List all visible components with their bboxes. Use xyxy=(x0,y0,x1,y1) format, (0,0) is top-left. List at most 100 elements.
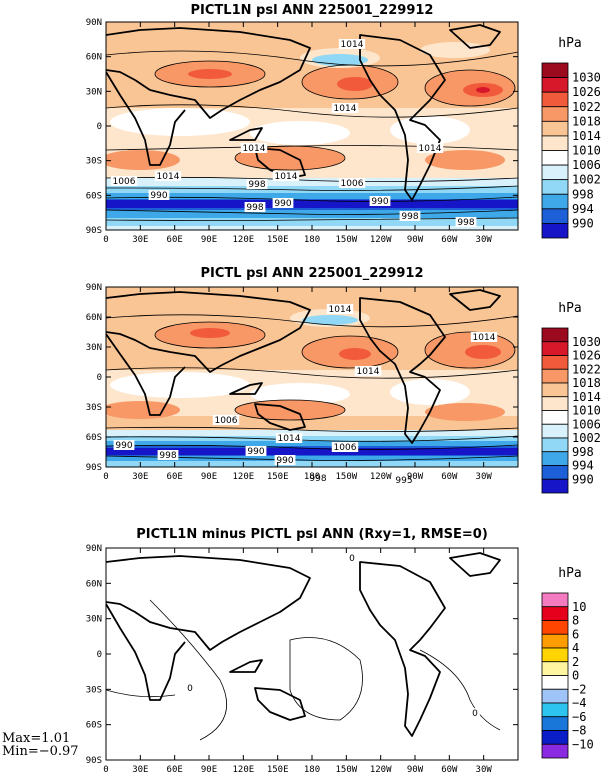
lat-tick-label: 90S xyxy=(86,463,102,473)
panel-2-lon-ticks: 0 30E 60E 90E 120E 150E 180 150W 120W 90W 60W 30W xyxy=(103,287,492,482)
contour-label: 0 xyxy=(472,709,478,719)
contour-label-bg xyxy=(307,473,329,483)
lon-tick-label: 30W xyxy=(476,765,493,775)
panel-1-lat-ticks: 90N 60N 30N 0 30S 60S 90S xyxy=(86,18,518,236)
colorbar-label: 1030 xyxy=(572,71,601,85)
colorbar-swatch xyxy=(541,382,569,398)
contour-label: 990 xyxy=(115,441,132,451)
lat-tick-label: 90N xyxy=(86,544,102,554)
panel-2-contour-labels: 1014 1014 1014 1006 990 998 990 1014 1006 990 998 9… xyxy=(113,304,498,486)
lon-tick-label: 120W xyxy=(370,765,392,775)
contour-label: 1014 xyxy=(334,104,357,114)
contour-label: 1014 xyxy=(473,333,496,343)
contour-label-bg xyxy=(331,442,359,452)
lon-tick-label: 60E xyxy=(167,765,183,775)
colorbar-label: 998 xyxy=(572,445,594,459)
colorbar-label: 0 xyxy=(572,669,579,683)
panel-2-title: PICTL psl ANN 225001_229912 xyxy=(201,266,424,281)
contour-label: 998 xyxy=(246,203,263,213)
colorbar-swatch xyxy=(541,675,569,690)
contour-label-bg xyxy=(212,415,240,425)
lon-tick-label: 180 xyxy=(304,472,320,482)
lon-tick-label: 90E xyxy=(201,235,217,245)
contour-label: 990 xyxy=(247,447,264,457)
lat-tick-label: 30S xyxy=(86,403,102,413)
contour-label: 998 xyxy=(457,218,474,228)
colorbar-swatch xyxy=(541,179,569,195)
lon-tick-label: 120E xyxy=(232,235,254,245)
panel-1-colorbar: 1030102610221018101410101006100299899499… xyxy=(541,62,601,239)
lon-tick-label: 60W xyxy=(441,765,458,775)
colorbar-swatch xyxy=(541,150,569,166)
panel-1-field xyxy=(106,22,518,230)
lon-tick-label: 150W xyxy=(335,765,357,775)
lon-tick-label: 150W xyxy=(335,472,357,482)
colorbar-label: 1006 xyxy=(572,158,601,172)
colorbar-swatch xyxy=(541,743,569,759)
contour-label-bg xyxy=(416,143,444,153)
colorbar-swatch xyxy=(541,223,569,239)
colorbar-swatch xyxy=(541,77,569,93)
lon-tick-label: 60E xyxy=(167,235,183,245)
colorbar-label: 1002 xyxy=(572,431,601,445)
panel-3-title: PICTL1N minus PICTL psl ANN (Rxy=1, RMSE… xyxy=(136,527,488,542)
lat-tick-label: 0 xyxy=(97,650,102,660)
contour-label-bg xyxy=(110,176,138,186)
lon-tick-label: 90W xyxy=(407,235,424,245)
colorbar-swatch xyxy=(541,120,569,137)
panel-3-contour-labels: 0 0 0 xyxy=(185,553,480,719)
contour-label-bg xyxy=(331,103,359,113)
colorbar-label: 1010 xyxy=(572,144,601,158)
lat-tick-label: 60S xyxy=(86,433,102,443)
colorbar-label: −4 xyxy=(572,696,586,710)
lon-tick-label: 60E xyxy=(167,472,183,482)
colorbar-label: 1026 xyxy=(572,85,601,99)
lon-tick-label: 30E xyxy=(132,472,148,482)
contour-label: 1014 xyxy=(275,172,298,182)
contour-label: 1014 xyxy=(329,305,352,315)
colorbar-label: 2 xyxy=(572,655,579,669)
contour-label: 998 xyxy=(309,474,326,484)
lat-tick-label: 60N xyxy=(86,313,102,323)
contour-label: 1014 xyxy=(357,367,380,377)
colorbar-swatch xyxy=(541,368,569,384)
lon-tick-label: 150E xyxy=(267,472,289,482)
panel-2-unit: hPa xyxy=(558,301,581,316)
lon-tick-label: 0 xyxy=(103,765,108,775)
colorbar-label: 1014 xyxy=(572,390,601,404)
lon-tick-label: 0 xyxy=(103,472,108,482)
contour-label: 998 xyxy=(159,451,176,461)
contour-label: 0 xyxy=(349,554,355,564)
contour-label: 1006 xyxy=(341,179,364,189)
lon-tick-label: 120E xyxy=(232,765,254,775)
colorbar-swatch xyxy=(541,688,569,704)
contour-label: 1014 xyxy=(419,144,442,154)
contour-label-bg xyxy=(154,171,182,181)
panel-3-min-stat: Min=−0.97 xyxy=(2,744,79,759)
colorbar-label: 6 xyxy=(572,627,579,641)
contour-label-bg xyxy=(470,332,498,342)
colorbar-label: 994 xyxy=(572,459,594,473)
contour-label: 998 xyxy=(401,212,418,222)
contour-label-bg xyxy=(272,198,294,208)
panel-1-contour-labels: 1014 1014 1014 1014 1006 1014 998 1014 990 998 990… xyxy=(110,39,477,228)
colorbar-label: 1002 xyxy=(572,173,601,187)
contour-label: 990 xyxy=(150,191,167,201)
colorbar-swatch xyxy=(541,730,569,745)
colorbar-swatch xyxy=(541,633,569,649)
colorbar-label: 1006 xyxy=(572,417,601,431)
colorbar-label: 1026 xyxy=(572,349,601,363)
colorbar-swatch xyxy=(541,341,569,356)
contour-label-bg xyxy=(338,178,366,188)
lon-tick-label: 30W xyxy=(476,235,493,245)
lat-tick-label: 90N xyxy=(86,283,102,293)
colorbar-swatch xyxy=(541,91,569,108)
lon-tick-label: 90W xyxy=(407,472,424,482)
panel-2-lat-ticks: 90N 60N 30N 0 30S 60S 90S xyxy=(86,283,518,473)
colorbar-swatch xyxy=(541,606,569,621)
colorbar-label: −2 xyxy=(572,682,586,696)
contour-label-bg xyxy=(272,171,300,181)
contour-label: 990 xyxy=(276,456,293,466)
